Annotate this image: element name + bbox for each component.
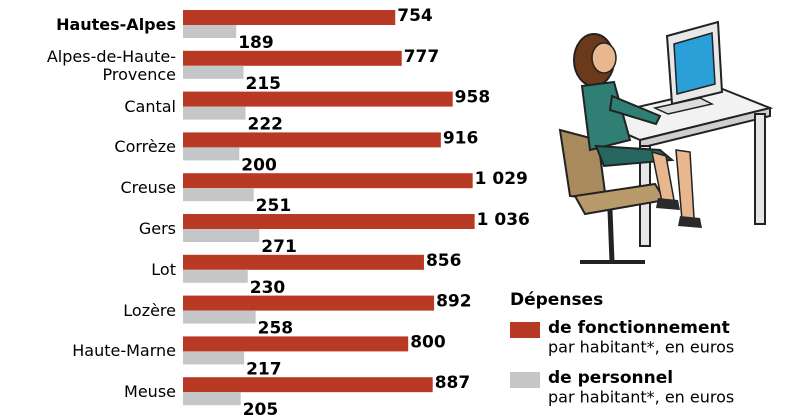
value-label: 222 — [247, 115, 282, 135]
legend-title: Dépenses — [510, 290, 603, 310]
value-label: 251 — [256, 196, 292, 216]
value-label: 887 — [435, 373, 471, 393]
illustration — [560, 22, 770, 262]
bar — [183, 214, 475, 229]
bar — [183, 10, 395, 25]
category-label: Lozère — [1, 302, 176, 320]
bar — [183, 173, 473, 188]
value-label: 754 — [397, 6, 433, 26]
bar — [183, 351, 244, 364]
category-label: Alpes-de-Haute-Provence — [1, 48, 176, 84]
category-label: Hautes-Alpes — [1, 16, 176, 34]
legend-swatch — [510, 372, 540, 388]
bar — [183, 51, 402, 66]
value-label: 217 — [246, 359, 282, 379]
category-label: Cantal — [1, 98, 176, 116]
value-label: 777 — [404, 47, 440, 67]
category-label: Creuse — [1, 179, 176, 197]
value-label: 800 — [410, 332, 446, 352]
bar — [183, 229, 259, 242]
category-label: Haute-Marne — [1, 342, 176, 360]
bar — [183, 92, 453, 107]
value-label: 230 — [250, 278, 286, 298]
legend-swatch — [510, 322, 540, 338]
value-label: 271 — [261, 237, 297, 257]
bar — [183, 270, 248, 283]
value-label: 205 — [243, 400, 279, 416]
bar — [183, 25, 236, 38]
category-label: Meuse — [1, 383, 176, 401]
value-label: 958 — [455, 88, 491, 108]
bar — [183, 296, 434, 311]
bar — [183, 336, 408, 351]
value-label: 856 — [426, 251, 462, 271]
value-label: 916 — [443, 128, 479, 148]
value-label: 258 — [258, 319, 294, 339]
legend-note: par habitant*, en euros — [548, 338, 734, 357]
legend-label: de fonctionnement — [548, 318, 730, 338]
bar — [183, 107, 245, 120]
bar — [183, 255, 424, 270]
bar — [183, 311, 256, 324]
bar — [183, 132, 441, 147]
bar — [183, 147, 239, 160]
value-label: 892 — [436, 292, 472, 312]
category-label: Lot — [1, 261, 176, 279]
legend-label: de personnel — [548, 368, 673, 388]
value-label: 1 036 — [477, 210, 530, 230]
bar — [183, 392, 241, 405]
value-label: 1 029 — [475, 169, 528, 189]
value-label: 215 — [246, 74, 282, 94]
bar — [183, 377, 433, 392]
value-label: 189 — [238, 33, 273, 53]
category-label: Gers — [1, 220, 176, 238]
chart: Dépenses de fonctionnementpar habitant*,… — [0, 0, 797, 416]
category-label: Corrèze — [1, 138, 176, 156]
bar — [183, 66, 244, 79]
bar — [183, 188, 254, 201]
legend-note: par habitant*, en euros — [548, 388, 734, 407]
value-label: 200 — [241, 155, 277, 175]
